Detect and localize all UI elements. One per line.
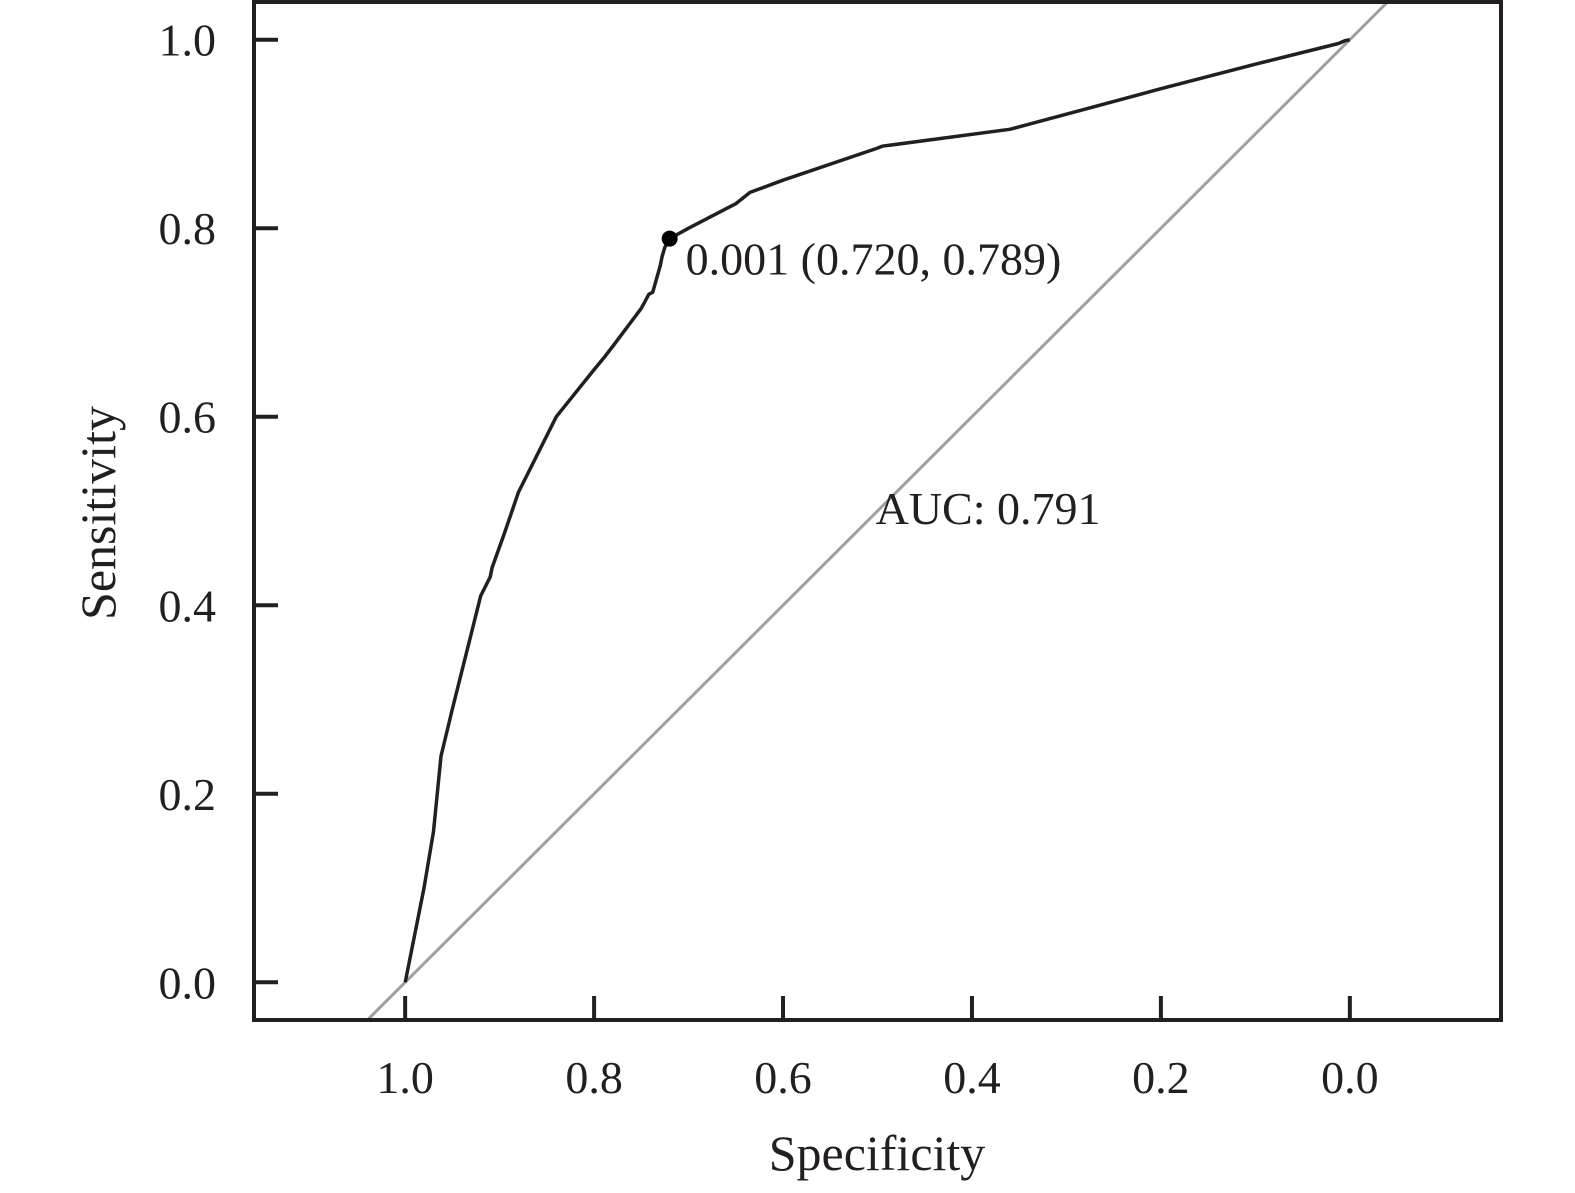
- roc-curve: [403, 37, 1351, 983]
- x-axis-label: Specificity: [769, 1125, 986, 1181]
- x-tick-label: 0.0: [1321, 1052, 1379, 1103]
- y-tick-label: 1.0: [159, 15, 217, 66]
- y-tick-label: 0.4: [159, 580, 217, 631]
- x-tick-label: 0.4: [943, 1052, 1001, 1103]
- threshold-annotation: 0.001 (0.720, 0.789): [686, 234, 1062, 285]
- x-tick-label: 0.6: [754, 1052, 812, 1103]
- auc-annotation: AUC: 0.791: [876, 483, 1101, 534]
- y-tick-label: 0.0: [159, 957, 217, 1008]
- reference-diagonal: [366, 2, 1389, 1020]
- x-tick-label: 0.2: [1132, 1052, 1190, 1103]
- y-axis-label: Sensitivity: [70, 406, 126, 620]
- x-tick-label: 0.8: [565, 1052, 623, 1103]
- y-tick-label: 0.6: [159, 392, 217, 443]
- y-tick-label: 0.2: [159, 769, 217, 820]
- x-tick-label: 1.0: [376, 1052, 434, 1103]
- optimal-threshold-point: [661, 230, 678, 247]
- plot-frame: [252, 0, 1503, 1022]
- y-tick-label: 0.8: [159, 203, 217, 254]
